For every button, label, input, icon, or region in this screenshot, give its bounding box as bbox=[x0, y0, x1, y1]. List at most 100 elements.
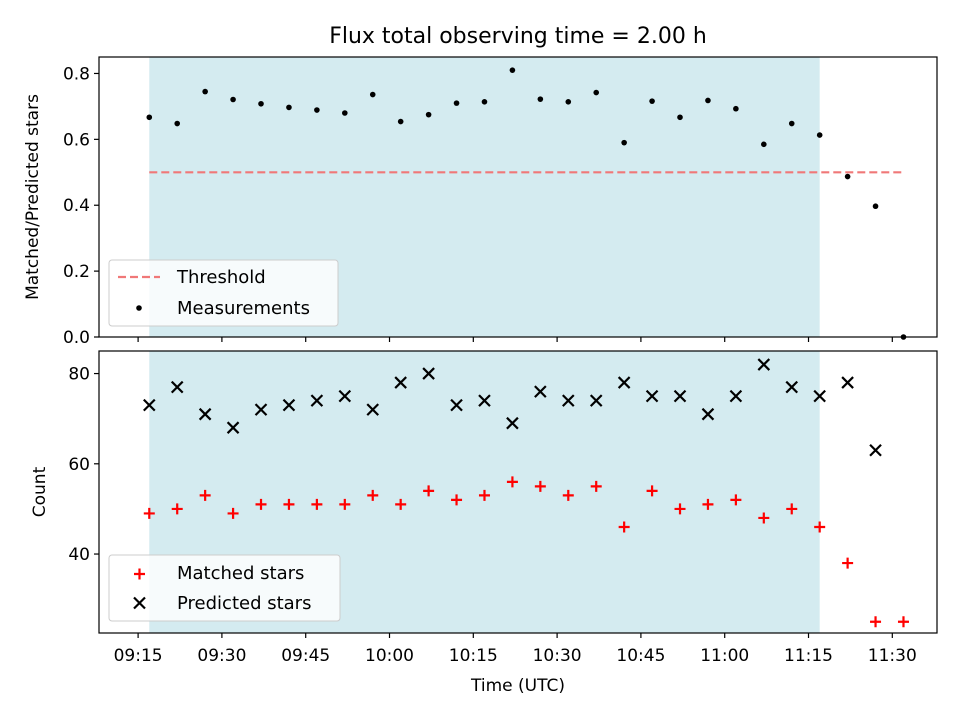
predicted-star-marker bbox=[589, 394, 603, 407]
legend-predicted-swatch bbox=[133, 596, 146, 610]
matched-star-marker bbox=[255, 498, 267, 510]
measurement-point bbox=[453, 100, 460, 106]
matched-star-marker bbox=[143, 507, 155, 519]
legend-predicted-label: Predicted stars bbox=[177, 593, 311, 614]
predicted-star-marker bbox=[254, 403, 268, 416]
matched-star-marker bbox=[758, 512, 770, 524]
ratio-panel: 0.00.20.40.60.8 Matched/Predicted stars … bbox=[23, 56, 938, 348]
matched-star-marker bbox=[478, 489, 490, 501]
measurement-point bbox=[844, 173, 851, 180]
x-tick-label: 09:15 bbox=[114, 646, 163, 666]
predicted-star-marker bbox=[338, 389, 352, 403]
count-axes-frame bbox=[98, 350, 938, 634]
x-tick-label: 09:45 bbox=[281, 646, 330, 666]
ratio-axes-frame bbox=[98, 56, 938, 338]
y-tick-label: 80 bbox=[68, 365, 90, 385]
predicted-star-marker bbox=[562, 394, 575, 407]
measurement-point bbox=[788, 120, 795, 127]
measurement-point bbox=[537, 96, 544, 102]
matched-star-marker bbox=[702, 498, 714, 510]
count-y-ticks: 40 60 80 bbox=[68, 365, 99, 565]
matched-star-marker bbox=[897, 616, 909, 628]
predicted-star-marker bbox=[310, 394, 324, 407]
measurement-point bbox=[258, 100, 264, 107]
measurement-point bbox=[397, 118, 404, 125]
predicted-star-marker bbox=[143, 398, 156, 412]
legend-measurements-swatch bbox=[136, 305, 142, 311]
measurement-point bbox=[146, 114, 153, 121]
matched-star-marker bbox=[534, 480, 546, 492]
x-marker bbox=[133, 596, 146, 610]
x-tick-label: 10:00 bbox=[365, 646, 414, 666]
x-tick-label: 09:30 bbox=[197, 646, 246, 666]
matched-star-marker bbox=[171, 503, 183, 515]
x-tick-label: 10:15 bbox=[449, 646, 498, 666]
measurement-point bbox=[174, 120, 181, 127]
legend-matched-swatch bbox=[134, 568, 145, 580]
matched-star-marker bbox=[618, 521, 630, 533]
predicted-star-marker bbox=[534, 385, 547, 398]
y-tick-label: 40 bbox=[68, 545, 90, 565]
x-tick-label: 10:30 bbox=[533, 646, 582, 666]
measurement-point bbox=[286, 104, 292, 111]
predicted-star-marker bbox=[422, 367, 435, 380]
predicted-star-marker bbox=[198, 407, 212, 421]
y-tick-label: 0.8 bbox=[63, 64, 90, 84]
measurement-point bbox=[872, 203, 879, 210]
matched-star-marker bbox=[814, 521, 826, 533]
predicted-star-marker bbox=[673, 389, 687, 403]
plus-marker bbox=[134, 568, 145, 580]
matched-star-marker bbox=[199, 489, 211, 501]
count-y-axis-label: Count bbox=[30, 466, 50, 517]
predicted-star-marker bbox=[506, 416, 519, 430]
measurement-point bbox=[509, 67, 516, 73]
measurement-point bbox=[649, 98, 655, 104]
matched-star-marker bbox=[870, 616, 882, 628]
y-tick-label: 0.6 bbox=[63, 130, 90, 150]
measurement-point bbox=[481, 99, 488, 105]
legend-box bbox=[108, 554, 341, 622]
predicted-star-marker bbox=[226, 421, 240, 434]
ratio-x-ticks bbox=[137, 337, 893, 342]
matched-star-marker bbox=[646, 485, 658, 497]
predicted-star-marker bbox=[366, 403, 380, 416]
predicted-star-marker bbox=[813, 389, 826, 403]
count-panel: 40 60 80 09:15 09:30 09:45 10:00 10:15 10:30 10:… bbox=[30, 350, 938, 696]
legend-box bbox=[108, 259, 339, 327]
ratio-points bbox=[146, 67, 907, 340]
legend-matched-label: Matched stars bbox=[177, 563, 304, 584]
predicted-star-marker bbox=[757, 358, 771, 371]
count-legend: Matched stars Predicted stars bbox=[108, 554, 341, 622]
ratio-y-ticks: 0.0 0.2 0.4 0.6 0.8 bbox=[63, 64, 99, 348]
measurement-point bbox=[677, 114, 683, 121]
measurement-point bbox=[369, 91, 376, 98]
measurement-point bbox=[425, 111, 432, 118]
matched-star-marker bbox=[590, 480, 602, 492]
x-tick-label: 11:30 bbox=[868, 646, 917, 666]
predicted-star-marker bbox=[701, 407, 715, 421]
legend-measurements-label: Measurements bbox=[177, 298, 310, 319]
count-points bbox=[143, 358, 909, 628]
matched-star-marker bbox=[311, 498, 323, 510]
y-tick-label: 0.2 bbox=[63, 262, 90, 282]
predicted-star-marker bbox=[785, 380, 799, 394]
matched-star-marker bbox=[730, 494, 742, 506]
matched-star-marker bbox=[506, 476, 518, 488]
predicted-star-marker bbox=[617, 376, 631, 389]
measurement-point bbox=[761, 141, 767, 148]
measurement-point bbox=[314, 107, 320, 113]
measurement-point bbox=[230, 96, 236, 103]
matched-star-marker bbox=[283, 498, 295, 510]
measurement-point bbox=[202, 88, 208, 95]
matched-star-marker bbox=[674, 503, 686, 515]
matched-star-marker bbox=[423, 485, 435, 497]
measurement-point bbox=[733, 105, 739, 112]
measurement-point bbox=[816, 132, 823, 138]
predicted-star-marker bbox=[841, 376, 854, 389]
measurement-point bbox=[342, 110, 348, 116]
predicted-star-marker bbox=[645, 389, 659, 403]
x-tick-label: 10:45 bbox=[616, 646, 665, 666]
x-tick-label: 11:15 bbox=[784, 646, 833, 666]
matched-star-marker bbox=[395, 498, 407, 510]
